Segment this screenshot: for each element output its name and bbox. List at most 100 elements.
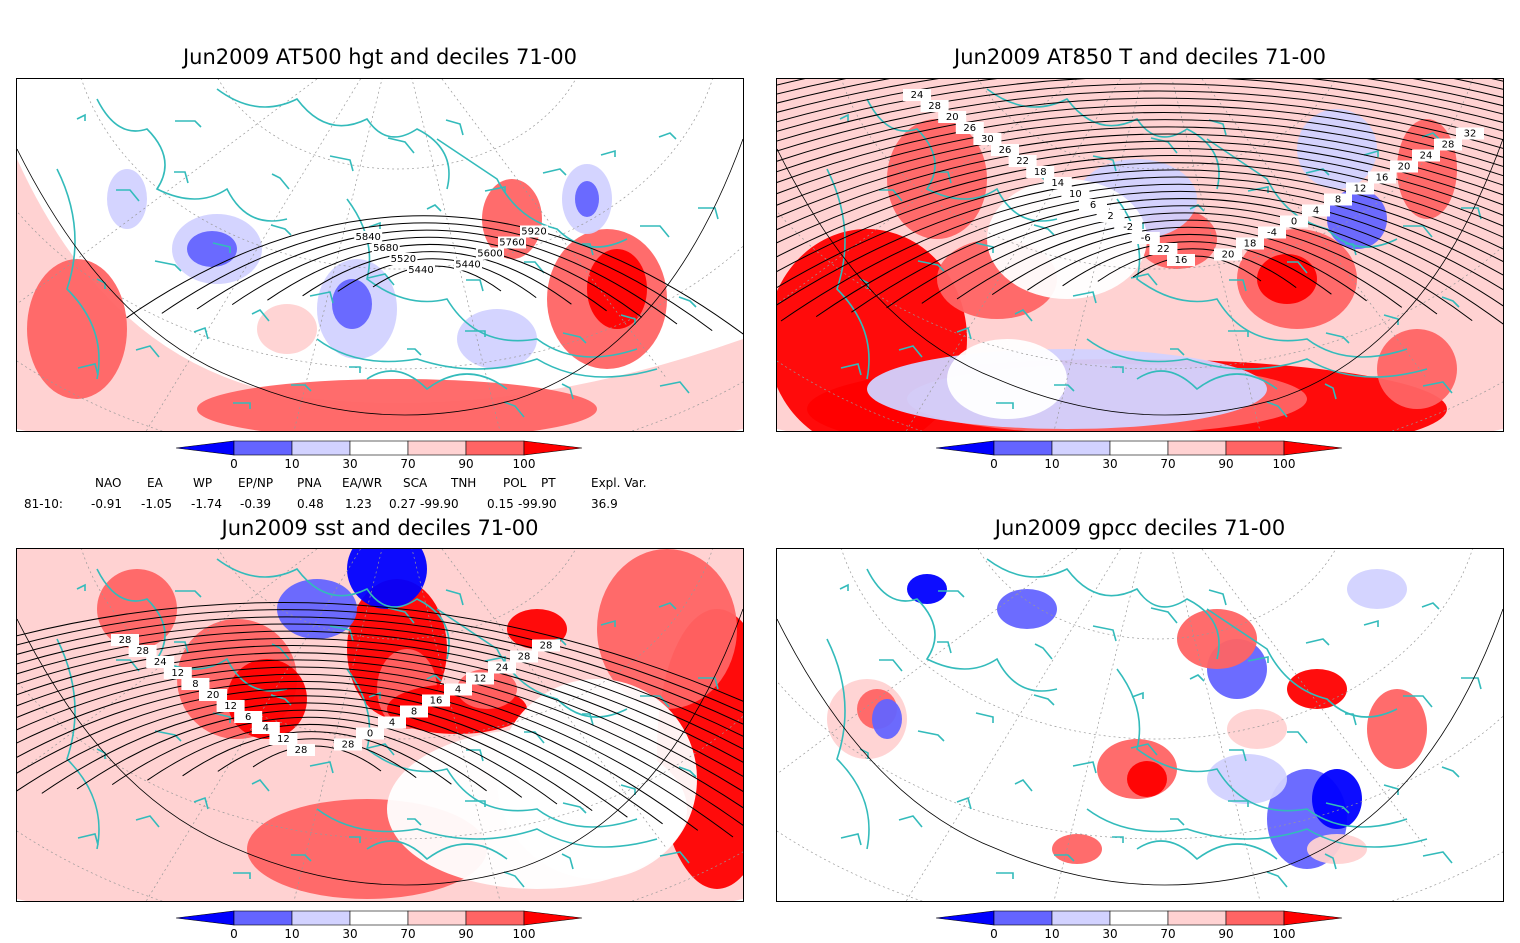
- map-field: [777, 549, 1503, 901]
- contour-label: 28: [1442, 140, 1455, 151]
- contour-label: 20: [946, 112, 959, 123]
- contour-label-bg: [1236, 237, 1264, 250]
- contour-label: 5920: [521, 227, 546, 238]
- contour-label-bg: [1280, 215, 1308, 228]
- contour-label: 20: [1222, 250, 1235, 261]
- index-value: 0.48: [297, 497, 324, 511]
- contour-label: 12: [171, 668, 184, 679]
- colorbar-tick-label: 90: [458, 457, 474, 471]
- index-value: -99.90: [420, 497, 459, 511]
- contour-label-bg: [1131, 232, 1160, 244]
- colorbar-tick-label: 0: [990, 457, 998, 471]
- decile-anomaly-area: [997, 589, 1057, 629]
- decile-anomaly-area: [887, 119, 987, 239]
- coastlines: [826, 88, 1482, 418]
- contour-label-bg: [1096, 210, 1125, 222]
- contour-label-bg: [1302, 204, 1330, 217]
- colorbar-tick-label: 30: [342, 927, 358, 941]
- index-value: 0.15: [487, 497, 514, 511]
- index-header: TNH: [451, 476, 477, 490]
- contour-label: 28: [119, 635, 132, 646]
- contour-label-bg: [973, 133, 1002, 145]
- colorbar-scale: [935, 440, 1343, 456]
- colorbar-scale: [175, 910, 583, 926]
- panel-title-hgt500: Jun2009 AT500 hgt and deciles 71-00: [182, 45, 577, 69]
- colorbar-swatch: [523, 910, 583, 926]
- contour-label: 12: [224, 701, 237, 712]
- index-value: 0.27: [389, 497, 416, 511]
- colorbar-tick-label: 90: [458, 927, 474, 941]
- colorbar-tick-label: 70: [1160, 457, 1176, 471]
- contour-label-bg: [454, 258, 482, 271]
- projection-boundary: [777, 608, 1503, 886]
- contour-label-bg: [532, 639, 560, 652]
- contour-label-bg: [234, 711, 263, 723]
- colorbar-tick-label: 0: [990, 927, 998, 941]
- colorbar-swatch: [291, 910, 351, 926]
- colorbar-tick-label: 100: [512, 457, 536, 471]
- contour-label-bg: [128, 645, 157, 657]
- decile-anomaly-area: [27, 259, 127, 399]
- colorbar-swatch: [1283, 910, 1343, 926]
- index-header: EP/NP: [238, 476, 274, 490]
- contour-label: 18: [1244, 239, 1257, 250]
- projection-boundary: [777, 138, 1503, 416]
- contour-label-bg: [1434, 138, 1462, 151]
- contour-label-bg: [356, 727, 384, 740]
- contour-label: 20: [207, 690, 220, 701]
- contour-label-bg: [1043, 177, 1072, 189]
- contour-label-bg: [1214, 248, 1242, 261]
- contour-label-bg: [269, 733, 298, 745]
- map-panel-gpcc: [776, 548, 1504, 902]
- index-header: WP: [193, 476, 213, 490]
- colorbar-swatch: [465, 440, 525, 456]
- decile-anomaly-area: [587, 249, 647, 329]
- contour-label: 24: [1420, 151, 1433, 162]
- decile-anomaly-area: [867, 349, 1267, 429]
- decile-anomaly-area: [197, 379, 597, 431]
- colorbar-tick-label: 90: [1218, 927, 1234, 941]
- map-panel-hgt500: 5440 5440 5520 5600 5680 5760 5840 5920: [16, 78, 744, 432]
- contour-label-bg: [1079, 199, 1107, 211]
- coastlines: [826, 558, 1482, 888]
- projection-boundary: [17, 608, 743, 886]
- contour-label: 5600: [477, 249, 502, 260]
- contour-label-bg: [1346, 182, 1374, 195]
- contour-label-bg: [991, 144, 1019, 156]
- contour-label: 4: [263, 723, 269, 734]
- colorbar-t850: 0 10 30 70 90 100: [935, 440, 1346, 474]
- contour-label: 5680: [373, 243, 398, 254]
- contour-label-bg: [407, 264, 435, 276]
- contour-label-bg: [1390, 160, 1418, 173]
- index-header: EA: [147, 476, 163, 490]
- colorbar-tick-label: 30: [342, 457, 358, 471]
- contour-label: 5440: [455, 260, 480, 271]
- decile-background-field: [17, 159, 743, 431]
- map-panel-t850: 16 20 22 18 -6 -4 -2 0 2 4 6 8 10 12 14 16 18 20 22 24 26 28 3…: [776, 78, 1504, 432]
- contour-label-bg: [111, 634, 139, 646]
- decile-anomaly-area: [97, 569, 177, 649]
- decile-anomaly-area: [907, 574, 947, 604]
- colorbar-swatch: [407, 910, 467, 926]
- contour-label-bg: [400, 705, 428, 718]
- contour-label-bg: [1412, 149, 1440, 162]
- colorbar-tick-label: 10: [284, 457, 300, 471]
- colorbar-scale: [175, 440, 583, 456]
- colorbar-tick-label: 90: [1218, 457, 1234, 471]
- contour-label-bg: [163, 667, 192, 679]
- contour-label-bg: [444, 683, 472, 696]
- contour-label: 22: [1157, 244, 1170, 255]
- index-header: PNA: [297, 476, 322, 490]
- contour-label-bg: [199, 689, 227, 701]
- colorbar-swatch: [175, 910, 235, 926]
- contour-label-bg: [334, 738, 362, 751]
- contour-label-bg: [920, 100, 949, 112]
- decile-anomaly-area: [1367, 689, 1427, 769]
- decile-anomaly-area: [187, 231, 237, 267]
- colorbar-tick-label: 10: [1044, 457, 1060, 471]
- decile-anomaly-area: [257, 304, 317, 354]
- contour-label-bg: [498, 236, 526, 249]
- decile-anomaly-area: [1307, 834, 1367, 864]
- contour-label-bg: [1008, 155, 1037, 167]
- colorbar-swatch: [1051, 910, 1111, 926]
